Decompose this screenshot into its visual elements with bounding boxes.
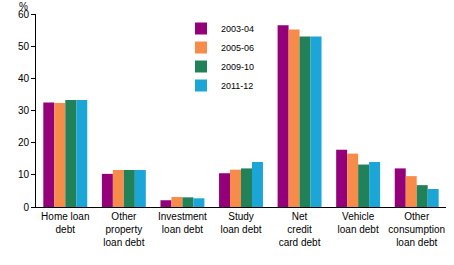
svg-text:40: 40 — [18, 73, 30, 84]
svg-text:20: 20 — [18, 137, 30, 148]
svg-text:0: 0 — [23, 202, 29, 213]
svg-text:50: 50 — [18, 41, 30, 52]
svg-text:60: 60 — [18, 9, 30, 20]
svg-text:30: 30 — [18, 105, 30, 116]
svg-text:2003-04: 2003-04 — [221, 24, 254, 34]
svg-text:Investmentloan debt: Investmentloan debt — [158, 211, 207, 235]
svg-text:2009-10: 2009-10 — [221, 62, 254, 72]
svg-text:Netcreditcard debt: Netcreditcard debt — [279, 211, 321, 248]
svg-text:%: % — [19, 1, 28, 12]
svg-text:Otherconsumptionloan debt: Otherconsumptionloan debt — [388, 211, 445, 248]
svg-text:Home loandebt: Home loandebt — [41, 211, 89, 235]
svg-text:2005-06: 2005-06 — [221, 43, 254, 53]
svg-text:2011-12: 2011-12 — [221, 81, 253, 91]
svg-text:Studyloan debt: Studyloan debt — [220, 211, 261, 235]
svg-text:Vehicleloan debt: Vehicleloan debt — [338, 211, 379, 235]
svg-text:10: 10 — [18, 169, 30, 180]
svg-text:Otherpropertyloan debt: Otherpropertyloan debt — [103, 211, 144, 248]
